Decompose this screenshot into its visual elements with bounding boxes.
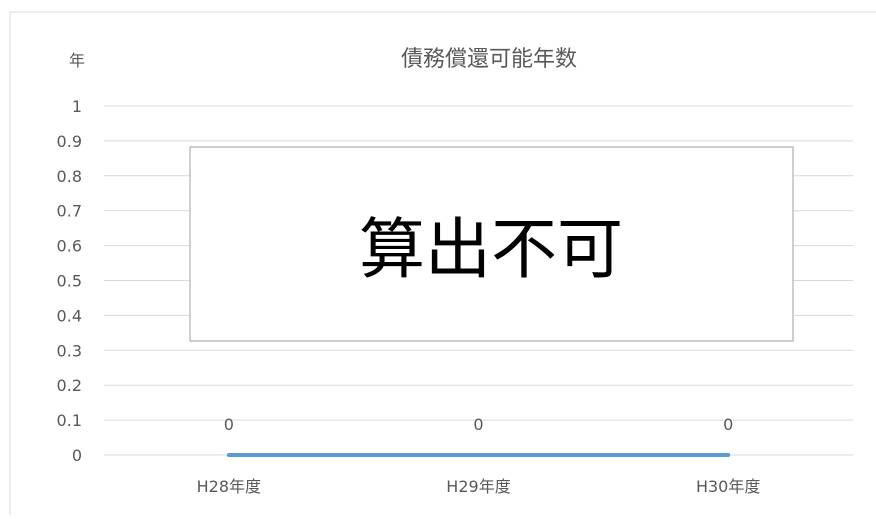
y-tick-label-8: 0.8	[57, 167, 82, 186]
chart-title: 債務償還可能年数	[401, 47, 577, 72]
y-tick-label-10: 1	[72, 97, 82, 116]
y-tick-label-3: 0.3	[57, 341, 82, 360]
y-tick-label-2: 0.2	[57, 376, 82, 395]
y-tick-label-4: 0.4	[57, 306, 82, 325]
annotation-box: 算出不可	[190, 147, 793, 341]
x-tick-label-0: H28年度	[197, 477, 261, 496]
y-tick-label-0: 0	[72, 446, 82, 465]
data-label-1: 0	[473, 415, 483, 434]
y-tick-label-5: 0.5	[57, 272, 82, 291]
y-tick-label-1: 0.1	[57, 411, 82, 430]
y-tick-label-7: 0.7	[57, 202, 82, 221]
y-axis-label: 年	[69, 51, 85, 70]
y-tick-label-9: 0.9	[57, 132, 82, 151]
y-tick-label-6: 0.6	[57, 237, 82, 256]
data-label-0: 0	[224, 415, 234, 434]
x-tick-label-2: H30年度	[696, 477, 760, 496]
data-label-2: 0	[723, 415, 733, 434]
annotation-text: 算出不可	[359, 211, 623, 288]
x-tick-label-1: H29年度	[446, 477, 510, 496]
